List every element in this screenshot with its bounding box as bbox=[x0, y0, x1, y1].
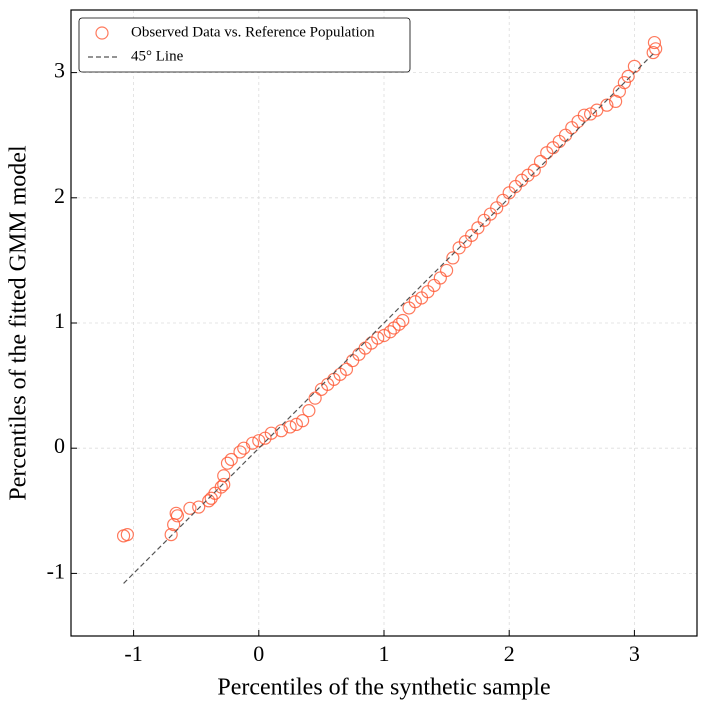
y-tick-label: 0 bbox=[54, 433, 65, 458]
legend-box bbox=[78, 17, 411, 73]
y-axis-label: Percentiles of the fitted GMM model bbox=[6, 145, 32, 501]
data-point bbox=[446, 251, 460, 265]
data-point bbox=[120, 527, 134, 542]
data-point bbox=[392, 317, 406, 331]
data-point bbox=[377, 328, 391, 343]
x-tick-label: 3 bbox=[629, 641, 640, 666]
data-point bbox=[296, 414, 310, 428]
data-point bbox=[612, 84, 626, 98]
data-point bbox=[289, 417, 303, 432]
data-point bbox=[217, 477, 231, 492]
x-tick-label: 1 bbox=[379, 641, 390, 666]
data-point bbox=[647, 35, 662, 50]
data-point bbox=[217, 469, 231, 483]
data-point bbox=[245, 436, 260, 450]
data-point bbox=[617, 76, 631, 90]
reference-line bbox=[123, 52, 655, 584]
data-point bbox=[600, 98, 614, 112]
y-tick-label: -1 bbox=[47, 558, 65, 583]
data-point bbox=[383, 325, 397, 339]
data-point bbox=[274, 424, 288, 438]
data-point bbox=[302, 404, 316, 418]
data-point bbox=[583, 107, 598, 121]
data-point bbox=[192, 500, 206, 514]
data-point bbox=[649, 42, 663, 56]
data-point bbox=[170, 509, 185, 523]
data-point bbox=[220, 456, 235, 470]
x-tick-label: 2 bbox=[504, 641, 515, 666]
x-tick-label: -1 bbox=[124, 641, 142, 666]
data-point bbox=[339, 362, 354, 376]
data-point bbox=[252, 434, 266, 448]
data-point bbox=[264, 426, 278, 440]
data-point bbox=[183, 501, 197, 515]
legend-marker bbox=[95, 26, 109, 40]
x-tick-label: 0 bbox=[253, 641, 264, 666]
data-point bbox=[308, 391, 322, 405]
data-point bbox=[283, 420, 297, 434]
data-point bbox=[169, 506, 183, 520]
data-point bbox=[440, 263, 454, 278]
data-point bbox=[396, 313, 410, 328]
data-point bbox=[408, 295, 422, 309]
x-axis-label: Percentiles of the synthetic sample bbox=[217, 675, 550, 701]
legend-label: 45° Line bbox=[131, 48, 184, 64]
legend-label: Observed Data vs. Reference Population bbox=[131, 24, 375, 40]
y-tick-label: 2 bbox=[54, 183, 65, 208]
data-point bbox=[533, 154, 548, 169]
data-point bbox=[433, 271, 447, 285]
data-point bbox=[371, 331, 385, 345]
data-point bbox=[646, 45, 660, 60]
data-point bbox=[577, 108, 591, 122]
data-point bbox=[164, 527, 178, 542]
y-tick-label: 3 bbox=[54, 58, 65, 83]
data-point bbox=[527, 163, 541, 177]
data-point bbox=[471, 221, 485, 235]
y-tick-label: 1 bbox=[54, 308, 65, 333]
data-point bbox=[224, 452, 238, 467]
data-point bbox=[233, 445, 247, 459]
data-point bbox=[202, 494, 216, 508]
data-point bbox=[621, 69, 635, 83]
plot-frame bbox=[70, 9, 698, 637]
